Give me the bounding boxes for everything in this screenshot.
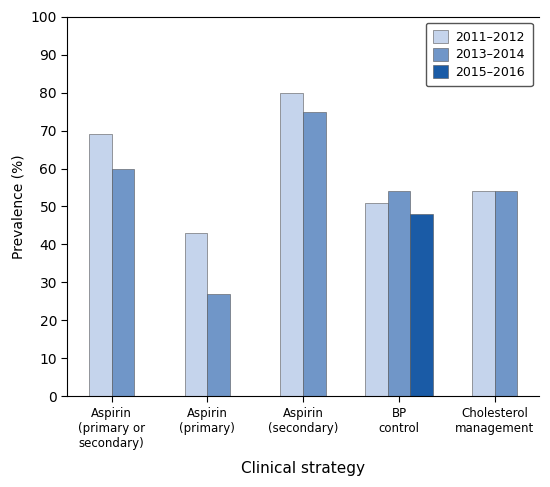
Legend: 2011–2012, 2013–2014, 2015–2016: 2011–2012, 2013–2014, 2015–2016 bbox=[426, 23, 532, 86]
Bar bbox=[494, 191, 518, 396]
Bar bbox=[280, 93, 303, 396]
Bar bbox=[207, 294, 230, 396]
Bar bbox=[365, 203, 388, 396]
Bar bbox=[112, 169, 134, 396]
Bar bbox=[472, 191, 494, 396]
Bar bbox=[185, 233, 207, 396]
X-axis label: Clinical strategy: Clinical strategy bbox=[241, 461, 365, 476]
Bar bbox=[89, 134, 112, 396]
Y-axis label: Prevalence (%): Prevalence (%) bbox=[11, 154, 25, 259]
Bar bbox=[388, 191, 410, 396]
Bar bbox=[303, 112, 326, 396]
Bar bbox=[410, 214, 433, 396]
